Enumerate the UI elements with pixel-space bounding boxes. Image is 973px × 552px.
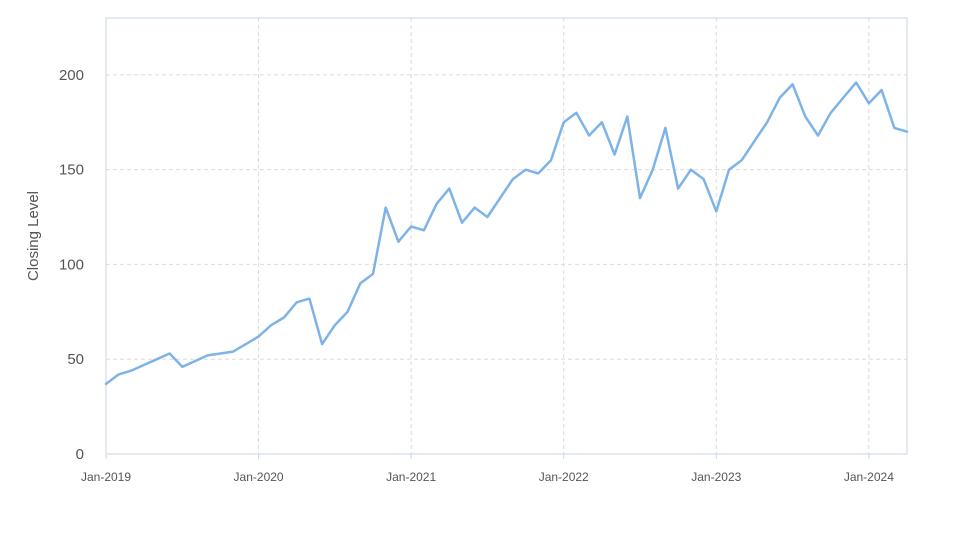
- data-point: [550, 159, 552, 162]
- data-point: [346, 310, 349, 313]
- data-point: [588, 134, 591, 137]
- plot-area: [105, 17, 908, 455]
- data-point: [906, 130, 908, 133]
- axis-tick-labels: 0 50 100 150 200 Jan-2019 Jan-2020 Jan-2021 Jan-…: [59, 67, 894, 484]
- data-point: [524, 168, 527, 171]
- data-point: [105, 382, 107, 385]
- data-point: [384, 206, 387, 209]
- data-point: [181, 365, 184, 368]
- data-point: [562, 121, 565, 124]
- grid-lines: [105, 18, 907, 459]
- y-tick-label: 0: [76, 446, 84, 463]
- data-point: [880, 89, 883, 91]
- data-point: [308, 297, 311, 300]
- data-point: [486, 216, 489, 218]
- data-point: [537, 172, 540, 175]
- data-point: [766, 121, 769, 124]
- data-point: [143, 363, 146, 366]
- y-tick-label: 50: [67, 351, 84, 368]
- y-axis-label: Closing Level: [25, 191, 42, 281]
- data-point: [283, 316, 285, 319]
- data-point: [130, 369, 133, 372]
- data-point: [194, 360, 196, 363]
- data-point: [639, 197, 641, 200]
- data-point: [473, 206, 476, 209]
- data-point: [422, 229, 425, 232]
- x-tick-label: Jan-2022: [539, 470, 589, 484]
- data-point: [728, 168, 730, 171]
- y-tick-label: 200: [59, 67, 84, 84]
- data-point: [372, 272, 374, 275]
- data-point: [817, 134, 819, 137]
- data-point: [778, 96, 781, 99]
- data-point: [206, 354, 209, 357]
- data-point: [613, 153, 616, 156]
- data-point: [804, 115, 807, 118]
- data-point: [829, 111, 832, 114]
- data-point: [842, 96, 845, 99]
- data-point: [270, 324, 273, 327]
- data-point: [232, 350, 235, 353]
- data-point: [600, 121, 603, 124]
- data-point: [333, 324, 336, 327]
- data-point: [359, 282, 362, 285]
- data-point: [155, 358, 158, 361]
- data-point: [448, 187, 451, 190]
- y-tick-label: 150: [59, 162, 84, 179]
- data-point: [855, 81, 858, 84]
- series-line: [104, 81, 909, 386]
- data-point: [397, 240, 400, 243]
- data-point: [499, 197, 502, 200]
- data-point: [702, 178, 705, 181]
- data-point: [651, 168, 654, 171]
- data-point: [715, 210, 718, 213]
- data-point: [664, 126, 667, 129]
- x-tick-label: Jan-2019: [81, 470, 131, 484]
- series-layer: [104, 81, 909, 386]
- data-point: [740, 159, 743, 162]
- data-point: [677, 187, 680, 190]
- data-point: [893, 126, 896, 129]
- data-point: [511, 178, 514, 181]
- x-tick-label: Jan-2021: [386, 470, 436, 484]
- data-point: [753, 140, 756, 143]
- data-point: [410, 225, 413, 228]
- data-point: [219, 352, 222, 355]
- data-point: [117, 373, 120, 376]
- data-point: [295, 301, 298, 304]
- data-point: [689, 168, 692, 171]
- data-point: [791, 83, 794, 86]
- data-point: [257, 335, 260, 338]
- x-tick-label: Jan-2020: [234, 470, 284, 484]
- data-point: [168, 352, 171, 355]
- x-tick-label: Jan-2023: [691, 470, 741, 484]
- data-point: [321, 343, 324, 346]
- data-point: [461, 221, 463, 224]
- data-point: [244, 343, 247, 346]
- data-point: [435, 202, 438, 205]
- data-point: [575, 111, 578, 114]
- data-point: [626, 115, 629, 118]
- y-tick-label: 100: [59, 256, 84, 273]
- data-point: [867, 102, 870, 105]
- x-tick-label: Jan-2024: [844, 470, 894, 484]
